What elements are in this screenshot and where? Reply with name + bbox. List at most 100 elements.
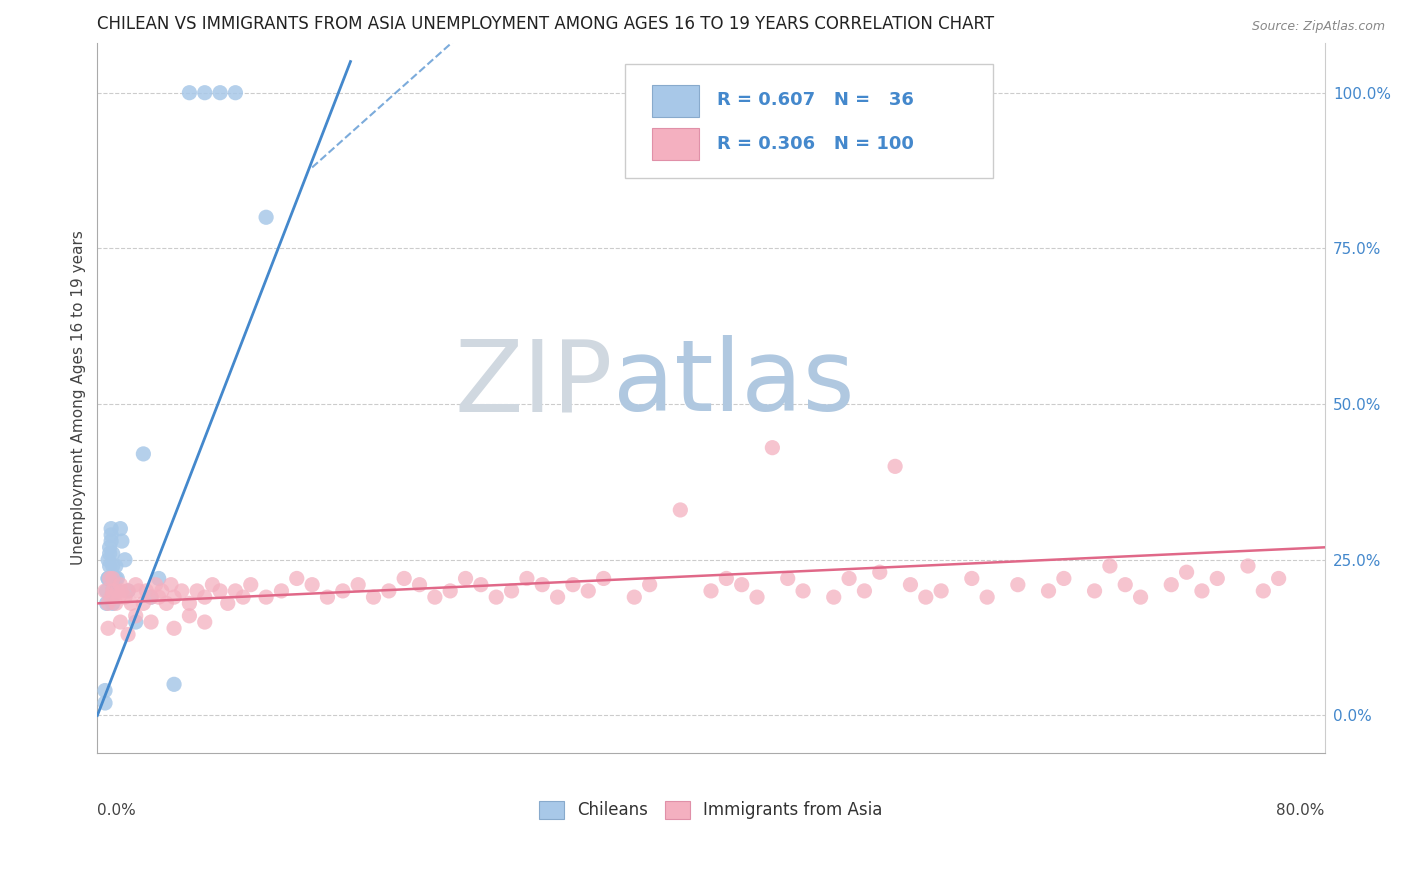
Point	[101, 583, 124, 598]
Point	[761, 441, 783, 455]
Point	[1237, 559, 1260, 574]
Point	[378, 583, 401, 598]
Point	[332, 583, 354, 598]
Point	[117, 583, 139, 598]
Point	[638, 577, 661, 591]
Point	[470, 577, 492, 591]
Point	[125, 608, 148, 623]
Point	[94, 683, 117, 698]
Point	[285, 571, 308, 585]
Point	[110, 615, 132, 629]
Point	[163, 621, 186, 635]
Point	[98, 559, 121, 574]
Point	[186, 583, 208, 598]
Point	[716, 571, 738, 585]
Point	[914, 590, 936, 604]
Point	[104, 559, 127, 574]
FancyBboxPatch shape	[652, 128, 699, 160]
Point	[745, 590, 768, 604]
Point	[104, 596, 127, 610]
Point	[408, 577, 430, 591]
Point	[547, 590, 569, 604]
Point	[132, 596, 155, 610]
Point	[1114, 577, 1136, 591]
Point	[929, 583, 952, 598]
Point	[1253, 583, 1275, 598]
Point	[100, 590, 122, 604]
Point	[97, 571, 120, 585]
Point	[1160, 577, 1182, 591]
Point	[97, 621, 120, 635]
Point	[111, 534, 134, 549]
Point	[104, 571, 127, 585]
Point	[363, 590, 385, 604]
Point	[100, 522, 122, 536]
Point	[148, 571, 170, 585]
Point	[254, 590, 277, 604]
Point	[117, 583, 139, 598]
Point	[108, 590, 131, 604]
Point	[117, 627, 139, 641]
Point	[823, 590, 845, 604]
Point	[98, 571, 121, 585]
Point	[623, 590, 645, 604]
Point	[976, 590, 998, 604]
Text: ZIP: ZIP	[454, 335, 613, 432]
Point	[576, 583, 599, 598]
Point	[1175, 566, 1198, 580]
Point	[792, 583, 814, 598]
Point	[170, 583, 193, 598]
Point	[316, 590, 339, 604]
Point	[194, 590, 217, 604]
Point	[1083, 583, 1105, 598]
Point	[110, 577, 132, 591]
Point	[700, 583, 723, 598]
Point	[125, 577, 148, 591]
Text: atlas: atlas	[613, 335, 855, 432]
Point	[209, 86, 232, 100]
Point	[97, 596, 120, 610]
Point	[516, 571, 538, 585]
Point	[194, 86, 217, 100]
Point	[224, 583, 246, 598]
Legend: Chileans, Immigrants from Asia: Chileans, Immigrants from Asia	[533, 794, 890, 826]
Point	[1007, 577, 1029, 591]
Point	[347, 577, 370, 591]
Point	[1053, 571, 1076, 585]
Point	[454, 571, 477, 585]
Point	[232, 590, 254, 604]
Point	[120, 596, 142, 610]
Point	[439, 583, 461, 598]
Point	[217, 596, 239, 610]
Point	[224, 86, 246, 100]
Point	[98, 547, 121, 561]
Point	[1098, 559, 1121, 574]
Point	[135, 583, 157, 598]
Text: R = 0.306   N = 100: R = 0.306 N = 100	[717, 135, 914, 153]
Point	[423, 590, 446, 604]
Point	[148, 590, 170, 604]
Point	[179, 86, 201, 100]
Point	[101, 559, 124, 574]
FancyBboxPatch shape	[652, 86, 699, 118]
FancyBboxPatch shape	[626, 64, 993, 178]
Point	[960, 571, 983, 585]
Point	[301, 577, 323, 591]
Point	[561, 577, 583, 591]
Point	[139, 615, 162, 629]
Point	[100, 528, 122, 542]
Point	[105, 571, 128, 585]
Point	[94, 583, 117, 598]
Point	[100, 534, 122, 549]
Point	[150, 583, 173, 598]
Point	[163, 590, 186, 604]
Y-axis label: Unemployment Among Ages 16 to 19 years: Unemployment Among Ages 16 to 19 years	[72, 230, 86, 566]
Point	[254, 211, 277, 225]
Point	[392, 571, 415, 585]
Point	[1129, 590, 1152, 604]
Point	[96, 596, 118, 610]
Point	[869, 566, 891, 580]
Point	[132, 447, 155, 461]
Point	[101, 583, 124, 598]
Point	[96, 583, 118, 598]
